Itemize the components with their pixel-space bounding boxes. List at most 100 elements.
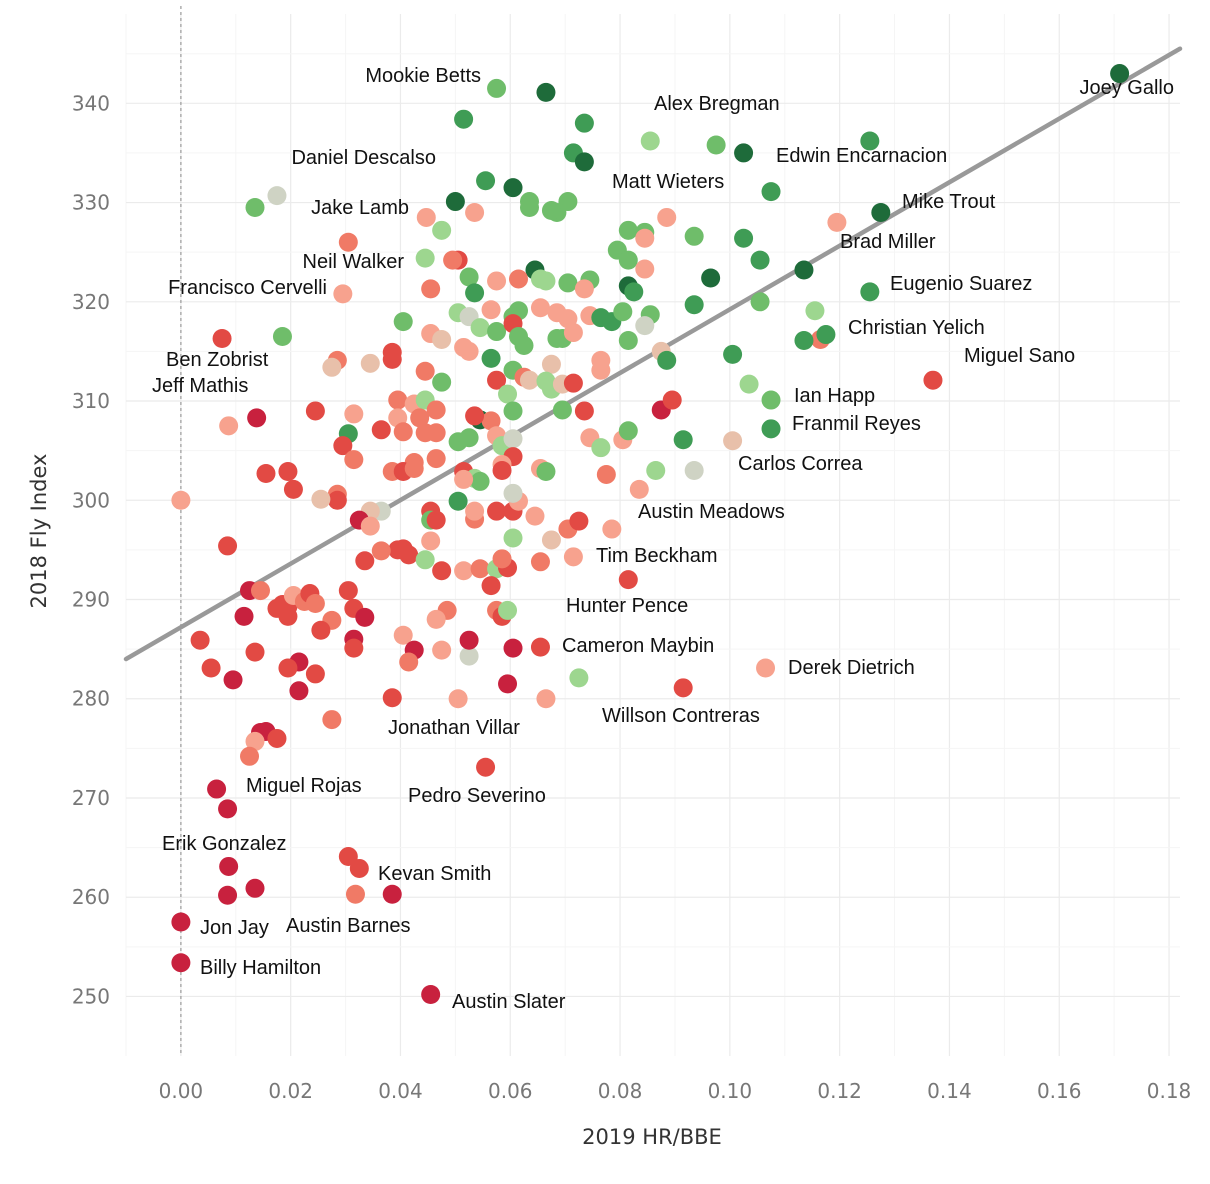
data-point — [470, 471, 490, 491]
data-point — [344, 450, 364, 470]
data-point — [465, 501, 485, 521]
data-point — [382, 688, 402, 708]
data-point — [360, 516, 380, 536]
data-point — [432, 220, 452, 240]
data-point — [201, 658, 221, 678]
data-point — [519, 198, 539, 218]
data-point — [426, 423, 446, 443]
data-point — [525, 506, 545, 526]
data-point — [278, 461, 298, 481]
data-point — [245, 731, 265, 751]
data-point — [305, 593, 325, 613]
labeled-data-point — [349, 858, 369, 878]
labeled-data-point — [476, 757, 496, 777]
data-point — [684, 460, 704, 480]
player-label: Daniel Descalso — [291, 147, 436, 169]
data-point — [250, 581, 270, 601]
data-point — [530, 298, 550, 318]
labeled-data-point — [421, 279, 441, 299]
data-point — [563, 323, 583, 343]
labeled-data-point — [756, 658, 776, 678]
player-label: Neil Walker — [303, 251, 405, 273]
data-point — [750, 250, 770, 270]
data-point — [591, 360, 611, 380]
data-point — [470, 318, 490, 338]
data-point — [404, 459, 424, 479]
labeled-data-point — [171, 912, 191, 932]
y-tick-label: 320 — [72, 290, 110, 314]
data-point — [618, 330, 638, 350]
labeled-data-point — [563, 547, 583, 567]
data-point — [223, 670, 243, 690]
data-point — [382, 349, 402, 369]
data-point — [218, 799, 238, 819]
data-point — [410, 408, 430, 428]
data-point — [432, 640, 452, 660]
data-point — [662, 390, 682, 410]
data-point — [415, 248, 435, 268]
data-point — [415, 361, 435, 381]
player-label: Alex Bregman — [654, 93, 780, 115]
data-point — [388, 390, 408, 410]
player-label: Eugenio Suarez — [890, 273, 1032, 295]
y-tick-label: 330 — [72, 191, 110, 215]
data-point — [541, 354, 561, 374]
labeled-data-point — [602, 519, 622, 539]
labeled-data-point — [860, 282, 880, 302]
data-point — [498, 384, 518, 404]
player-label: Ben Zobrist — [166, 349, 269, 371]
data-point — [541, 530, 561, 550]
data-point — [393, 625, 413, 645]
data-point — [591, 438, 611, 458]
data-point — [706, 135, 726, 155]
data-point — [459, 428, 479, 448]
data-point — [684, 295, 704, 315]
data-point — [492, 549, 512, 569]
data-point — [794, 330, 814, 350]
data-point — [371, 541, 391, 561]
player-label: Jeff Mathis — [152, 375, 248, 397]
data-point — [734, 228, 754, 248]
player-label: Derek Dietrich — [788, 657, 915, 679]
data-point — [487, 271, 507, 291]
data-point — [283, 479, 303, 499]
labeled-data-point — [487, 78, 507, 98]
data-point — [470, 559, 490, 579]
data-point — [569, 511, 589, 531]
labeled-data-point — [640, 131, 660, 151]
x-tick-label: 0.12 — [817, 1079, 862, 1103]
player-labels: Joey Gallo Mookie Betts Alex Bregman Edwin … — [152, 65, 1174, 1013]
data-point — [492, 460, 512, 480]
data-point — [514, 335, 534, 355]
y-tick-label: 310 — [72, 389, 110, 413]
data-point — [476, 171, 496, 191]
x-tick-label: 0.04 — [378, 1079, 423, 1103]
x-tick-label: 0.16 — [1037, 1079, 1082, 1103]
labeled-data-point — [723, 431, 743, 451]
labeled-data-point — [171, 953, 191, 973]
data-point — [646, 460, 666, 480]
player-label: Christian Yelich — [848, 317, 985, 339]
data-point — [245, 878, 265, 898]
data-point — [536, 82, 556, 102]
data-point — [454, 109, 474, 129]
labeled-data-point — [333, 284, 353, 304]
x-tick-label: 0.14 — [927, 1079, 972, 1103]
data-point — [399, 652, 419, 672]
labeled-data-point — [816, 325, 836, 345]
y-tick-label: 270 — [72, 786, 110, 810]
y-tick-label: 280 — [72, 687, 110, 711]
player-label: Cameron Maybin — [562, 635, 714, 657]
data-point — [445, 192, 465, 212]
data-point — [448, 491, 468, 511]
data-point — [426, 400, 446, 420]
data-point — [393, 312, 413, 332]
data-point — [481, 348, 501, 368]
labeled-data-point — [618, 570, 638, 590]
data-point — [739, 374, 759, 394]
data-point — [360, 353, 380, 373]
data-point — [421, 531, 441, 551]
data-point — [311, 489, 331, 509]
data-point — [443, 250, 463, 270]
data-point — [503, 401, 523, 421]
